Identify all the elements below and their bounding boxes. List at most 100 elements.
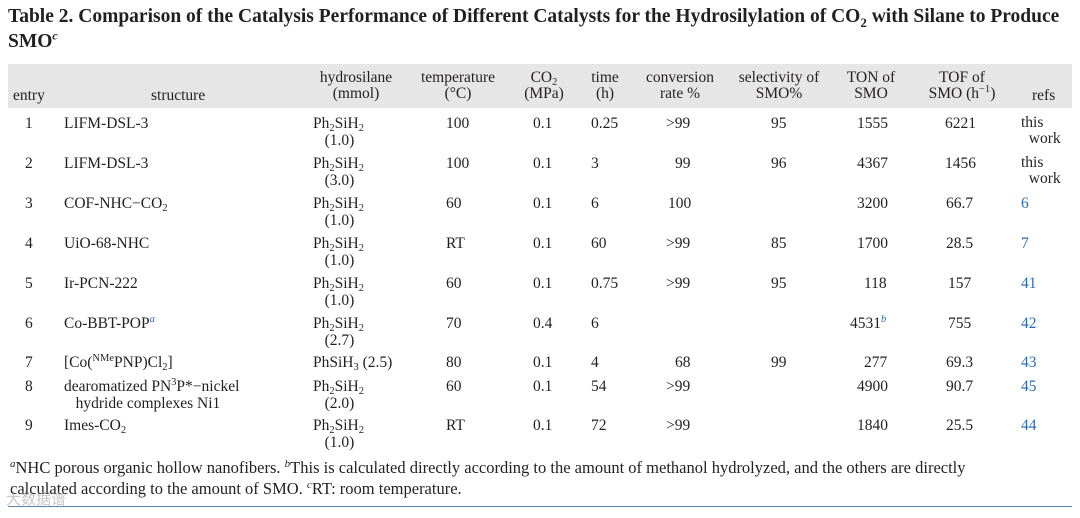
selectivity-cell: 99 xyxy=(771,354,787,371)
temperature-cell: 60 xyxy=(446,195,462,212)
co2-cell: 0.1 xyxy=(533,354,553,371)
ton-cell: 1700 xyxy=(857,235,888,252)
hydrosilane-cell: Ph2SiH2 (1.0) xyxy=(313,115,364,149)
temperature-cell: 100 xyxy=(446,115,470,132)
structure-cell: UiO-68-NHC xyxy=(64,235,150,252)
hydrosilane-cell: Ph2SiH2 (1.0) xyxy=(313,417,364,451)
ref-link[interactable]: 6 xyxy=(1021,195,1029,212)
header-refs: refs xyxy=(1032,87,1056,104)
tof-cell: 66.7 xyxy=(946,195,974,212)
co2-cell: 0.1 xyxy=(533,115,553,132)
temperature-cell: 80 xyxy=(446,354,462,371)
selectivity-cell: 95 xyxy=(771,115,787,132)
hydrosilane-cell: Ph2SiH2 (1.0) xyxy=(313,275,364,309)
ref-link[interactable]: 42 xyxy=(1021,315,1037,332)
conversion-cell: 68 xyxy=(675,354,691,371)
tof-cell: 25.5 xyxy=(946,417,974,434)
tof-cell: 90.7 xyxy=(946,378,974,395)
footnote-line-2: calculated according to the amount of SM… xyxy=(10,479,462,498)
ton-cell: 1555 xyxy=(857,115,888,132)
refs-cell: this work xyxy=(1021,154,1061,187)
ton-cell: 277 xyxy=(864,354,888,371)
ton-cell: 4531b xyxy=(850,314,887,332)
time-cell: 0.75 xyxy=(591,275,619,292)
ref-link[interactable]: 44 xyxy=(1021,417,1037,434)
conversion-cell: >99 xyxy=(666,235,691,252)
hydrosilane-cell: Ph2SiH2 (1.0) xyxy=(313,195,364,229)
temperature-cell: 70 xyxy=(446,315,462,332)
conversion-cell: 99 xyxy=(675,155,691,172)
temperature-cell: RT xyxy=(446,235,465,252)
selectivity-cell: 96 xyxy=(771,155,787,172)
selectivity-cell: 95 xyxy=(771,275,787,292)
refs-cell: this work xyxy=(1021,114,1061,147)
temperature-cell: 60 xyxy=(446,378,462,395)
co2-cell: 0.1 xyxy=(533,378,553,395)
ton-cell: 4367 xyxy=(857,155,888,172)
ton-cell: 1840 xyxy=(857,417,888,434)
temperature-cell: 100 xyxy=(446,155,470,172)
co2-cell: 0.1 xyxy=(533,155,553,172)
co2-cell: 0.1 xyxy=(533,417,553,434)
ref-link[interactable]: 45 xyxy=(1021,378,1037,395)
time-cell: 4 xyxy=(591,354,599,371)
tof-cell: 1456 xyxy=(945,155,976,172)
header-temperature: temperature (°C) xyxy=(420,69,495,102)
co2-cell: 0.1 xyxy=(533,195,553,212)
header-time: time (h) xyxy=(591,69,619,102)
tof-cell: 28.5 xyxy=(946,235,974,252)
tof-cell: 6221 xyxy=(945,115,976,132)
hydrosilane-cell: Ph2SiH2 (2.7) xyxy=(313,315,364,349)
ref-link[interactable]: 7 xyxy=(1021,235,1029,252)
time-cell: 72 xyxy=(591,417,607,434)
time-cell: 6 xyxy=(591,315,599,332)
structure-cell: dearomatized PN3P*−nickel hydride comple… xyxy=(64,377,240,412)
time-cell: 54 xyxy=(591,378,607,395)
entry-cell: 2 xyxy=(25,155,33,172)
header-tof: TOF of SMO (h−1) xyxy=(928,69,996,102)
co2-cell: 0.4 xyxy=(533,315,553,332)
footnote-line-1: aNHC porous organic hollow nanofibers. b… xyxy=(10,458,966,477)
conversion-cell: 100 xyxy=(668,195,692,212)
ton-cell: 3200 xyxy=(857,195,888,212)
watermark: 大数据谱 xyxy=(6,490,67,508)
temperature-cell: 60 xyxy=(446,275,462,292)
header-structure: structure xyxy=(151,87,206,104)
hydrosilane-cell: Ph2SiH2 (3.0) xyxy=(313,155,364,189)
conversion-cell: >99 xyxy=(666,417,691,434)
header-entry: entry xyxy=(13,87,45,104)
entry-cell: 5 xyxy=(25,275,33,292)
entry-cell: 7 xyxy=(25,354,33,371)
entry-cell: 4 xyxy=(25,235,33,252)
tof-cell: 69.3 xyxy=(946,354,974,371)
co2-cell: 0.1 xyxy=(533,235,553,252)
structure-cell: LIFM-DSL-3 xyxy=(64,155,149,172)
header-selectivity: selectivity of SMO% xyxy=(738,69,820,102)
table-header-band xyxy=(8,64,1072,108)
conversion-cell: >99 xyxy=(666,378,691,395)
ref-link[interactable]: 43 xyxy=(1021,354,1037,371)
entry-cell: 9 xyxy=(25,417,33,434)
entry-cell: 6 xyxy=(25,315,33,332)
selectivity-cell: 85 xyxy=(771,235,787,252)
tof-cell: 755 xyxy=(948,315,972,332)
hydrosilane-cell: Ph2SiH2 (1.0) xyxy=(313,235,364,269)
entry-cell: 3 xyxy=(25,195,33,212)
header-conversion: conversion rate % xyxy=(645,69,714,102)
ton-cell: 4900 xyxy=(857,378,888,395)
header-hydrosilane: hydrosilane (mmol) xyxy=(319,69,393,102)
time-cell: 0.25 xyxy=(591,115,619,132)
tof-cell: 157 xyxy=(948,275,972,292)
header-ton: TON of SMO xyxy=(846,69,896,102)
temperature-cell: RT xyxy=(446,417,465,434)
table-title: Table 2. Comparison of the Catalysis Per… xyxy=(8,6,1060,52)
structure-cell: [Co(NMePNP)Cl2] xyxy=(64,353,173,373)
structure-cell: Ir-PCN-222 xyxy=(64,275,138,292)
entry-cell: 8 xyxy=(25,378,33,395)
hydrosilane-cell: Ph2SiH2 (2.0) xyxy=(313,378,364,412)
structure-cell: Imes-CO2 xyxy=(64,417,127,436)
structure-cell: COF-NHC−CO2 xyxy=(64,195,168,214)
ref-link[interactable]: 41 xyxy=(1021,275,1037,292)
entry-cell: 1 xyxy=(25,115,33,132)
ton-cell: 118 xyxy=(864,275,887,292)
